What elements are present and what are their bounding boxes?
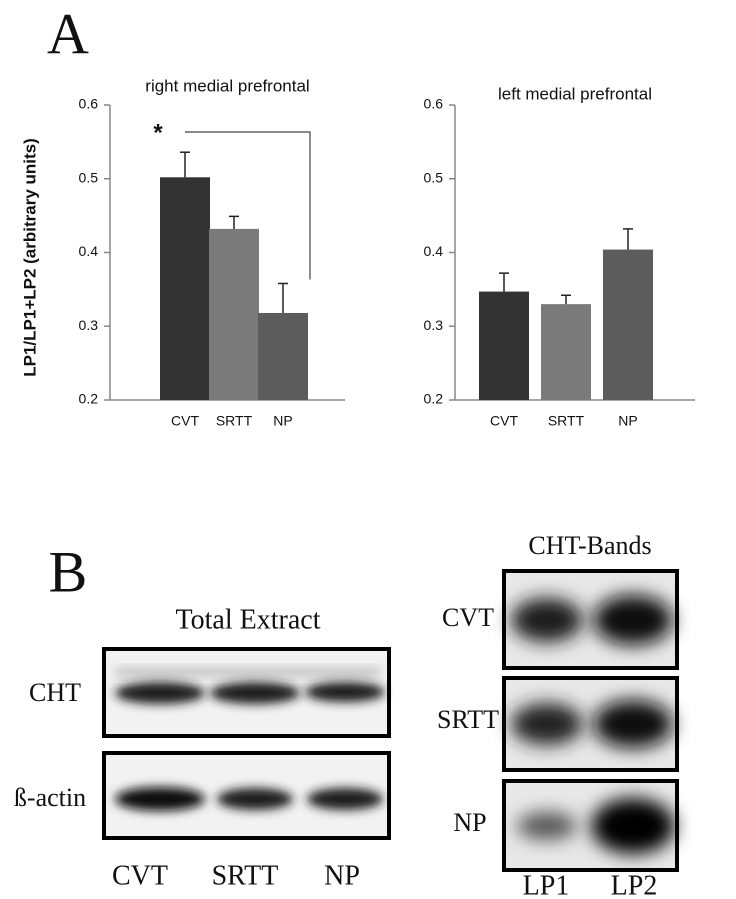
x-tick-label: CVT [490, 413, 518, 429]
bar [603, 249, 653, 400]
bar [479, 291, 529, 400]
bar [258, 312, 308, 400]
blot-lane-label: CVT [112, 860, 168, 891]
blot [502, 569, 679, 670]
y-tick-label: 0.4 [424, 243, 444, 259]
x-tick-label: NP [618, 413, 637, 429]
blot-row-label: CHT [29, 678, 81, 707]
blot-title: CHT-Bands [528, 531, 651, 560]
significance-bracket [185, 131, 311, 280]
bar [160, 177, 210, 400]
chart-title: right medial prefrontal [145, 76, 309, 95]
x-tick-label: SRTT [548, 413, 585, 429]
x-tick-label: SRTT [216, 413, 253, 429]
y-tick-label: 0.4 [79, 243, 99, 259]
y-axis-label: LP1/LP1+LP2 (arbitrary units) [20, 138, 39, 377]
annotation: * [153, 119, 163, 146]
blot-row-label: CVT [442, 603, 494, 632]
panel-label: B [49, 539, 88, 604]
y-tick-label: 0.3 [424, 317, 444, 333]
x-tick-label: NP [273, 413, 292, 429]
blot-lane-label: NP [324, 860, 360, 891]
blot-row-label: NP [453, 808, 486, 837]
y-tick-label: 0.3 [79, 317, 99, 333]
y-tick-label: 0.2 [79, 391, 99, 407]
y-tick-label: 0.6 [424, 96, 444, 112]
blot [502, 779, 679, 872]
y-tick-label: 0.2 [424, 391, 444, 407]
blot [502, 676, 679, 772]
blot-row-label: SRTT [437, 705, 499, 734]
blot [102, 647, 391, 738]
blot-lane-label: LP2 [611, 870, 658, 899]
blot-lane-label: SRTT [212, 860, 279, 891]
blot-lane-label: LP1 [523, 870, 570, 899]
panel-label: A [47, 1, 89, 66]
y-tick-label: 0.6 [79, 96, 99, 112]
blot [102, 751, 391, 840]
y-tick-label: 0.5 [424, 169, 444, 185]
bar [541, 304, 591, 400]
blot-title: Total Extract [176, 604, 321, 635]
chart-title: left medial prefrontal [498, 84, 652, 103]
blot-row-label: ß-actin [14, 783, 86, 812]
y-tick-label: 0.5 [79, 169, 99, 185]
bar [209, 228, 259, 400]
x-tick-label: CVT [171, 413, 199, 429]
